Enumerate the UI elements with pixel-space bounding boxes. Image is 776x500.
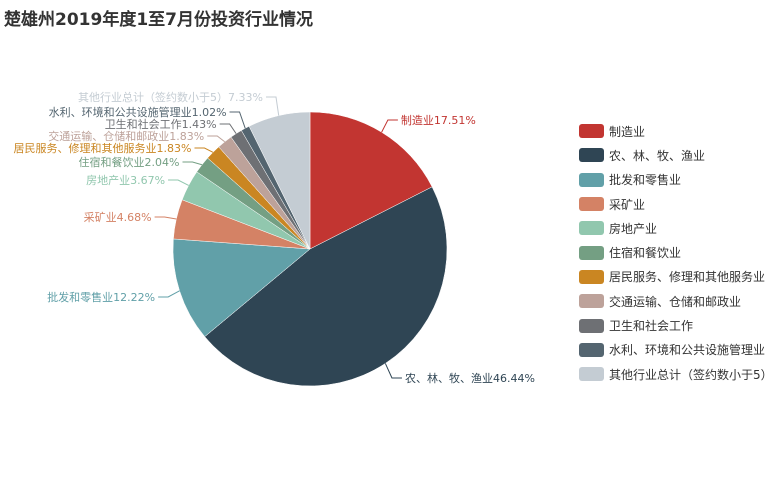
legend-label: 水利、环境和公共设施管理业: [609, 343, 766, 358]
legend-item-采矿业[interactable]: 采矿业: [579, 192, 773, 216]
legend-label: 采矿业: [609, 197, 646, 212]
legend-label: 其他行业总计（签约数小于5）: [609, 367, 773, 382]
legend-swatch: [579, 294, 604, 309]
legend-label: 卫生和社会工作: [609, 319, 694, 334]
leader-line-交通运输-仓储和邮政业: [207, 135, 226, 143]
data-label-住宿和餐饮业: 住宿和餐饮业2.04%: [79, 155, 180, 169]
leader-line-水利-环境和公共设施管理业: [229, 111, 246, 129]
leader-line-其他行业总计-签约数小于5: [265, 96, 280, 116]
data-label-房地产业: 房地产业3.67%: [86, 173, 165, 187]
pie-labels: 制造业17.51% 农、林、牧、渔业46.44% 批发和零售业12.22% 采矿业4.…: [14, 90, 535, 385]
legend-label: 房地产业: [609, 221, 658, 236]
leader-line-居民服务-修理和其他服务业: [194, 147, 214, 153]
legend-item-交通运输-仓储和邮政业[interactable]: 交通运输、仓储和邮政业: [579, 289, 773, 313]
legend-item-住宿和餐饮业[interactable]: 住宿和餐饮业: [579, 240, 773, 264]
leader-line-房地产业: [168, 179, 189, 186]
legend-item-制造业[interactable]: 制造业: [579, 119, 773, 143]
leader-line-制造业: [381, 119, 398, 133]
legend-label: 居民服务、修理和其他服务业: [609, 270, 766, 285]
label-leader-lines: [154, 96, 402, 379]
data-label-制造业: 制造业17.51%: [401, 113, 476, 127]
legend-swatch: [579, 197, 604, 212]
legend-item-农-林-牧-渔业[interactable]: 农、林、牧、渔业: [579, 143, 773, 167]
leader-line-农-林-牧-渔业: [384, 363, 402, 379]
legend-swatch: [579, 269, 604, 284]
legend-swatch: [579, 221, 604, 236]
data-label-采矿业: 采矿业4.68%: [84, 211, 152, 224]
legend-item-卫生和社会工作[interactable]: 卫生和社会工作: [579, 313, 773, 337]
leader-line-住宿和餐饮业: [182, 161, 203, 166]
legend-swatch: [579, 245, 604, 260]
data-label-其他行业总计-签约数小于5: 其他行业总计（签约数小于5）7.33%: [78, 90, 263, 104]
legend-swatch: [579, 367, 604, 382]
leader-line-采矿业: [154, 216, 177, 220]
data-label-农-林-牧-渔业: 农、林、牧、渔业46.44%: [405, 371, 535, 385]
legend-item-其他行业总计-签约数小于5[interactable]: 其他行业总计（签约数小于5）: [579, 362, 773, 386]
leader-line-批发和零售业: [158, 290, 180, 298]
chart-title: 楚雄州2019年度1至7月份投资行业情况: [4, 10, 313, 30]
legend-label: 住宿和餐饮业: [609, 246, 682, 261]
legend-label: 制造业: [609, 124, 646, 139]
leader-line-卫生和社会工作: [219, 123, 237, 134]
legend-swatch: [579, 124, 604, 139]
legend-swatch: [579, 148, 604, 163]
pie-slices: [172, 111, 448, 387]
slice-农-林-牧-渔业[interactable]: [204, 186, 448, 387]
legend-item-居民服务-修理和其他服务业[interactable]: 居民服务、修理和其他服务业: [579, 265, 773, 289]
data-label-居民服务-修理和其他服务业: 居民服务、修理和其他服务业1.83%: [14, 141, 192, 155]
legend-swatch: [579, 318, 604, 333]
legend: 制造业农、林、牧、渔业 批发和零售业 采矿业房地产业住宿和餐饮业居民服务、修理和其他…: [579, 119, 773, 386]
slice-批发和零售业[interactable]: [172, 238, 311, 338]
legend-item-批发和零售业[interactable]: 批发和零售业: [579, 168, 773, 192]
legend-label: 交通运输、仓储和邮政业: [609, 294, 742, 309]
legend-label: 批发和零售业: [609, 173, 682, 188]
legend-item-水利-环境和公共设施管理业[interactable]: 水利、环境和公共设施管理业: [579, 338, 773, 362]
legend-item-房地产业[interactable]: 房地产业: [579, 216, 773, 240]
data-label-交通运输-仓储和邮政业: 交通运输、仓储和邮政业1.83%: [48, 129, 204, 143]
legend-swatch: [579, 172, 604, 187]
data-label-批发和零售业: 批发和零售业12.22%: [47, 290, 155, 304]
data-label-水利-环境和公共设施管理业: 水利、环境和公共设施管理业1.02%: [49, 105, 227, 119]
legend-label: 农、林、牧、渔业: [609, 148, 706, 163]
data-label-卫生和社会工作: 卫生和社会工作1.43%: [105, 117, 217, 131]
slice-其他行业总计-签约数小于5[interactable]: [248, 111, 311, 250]
legend-swatch: [579, 342, 604, 357]
